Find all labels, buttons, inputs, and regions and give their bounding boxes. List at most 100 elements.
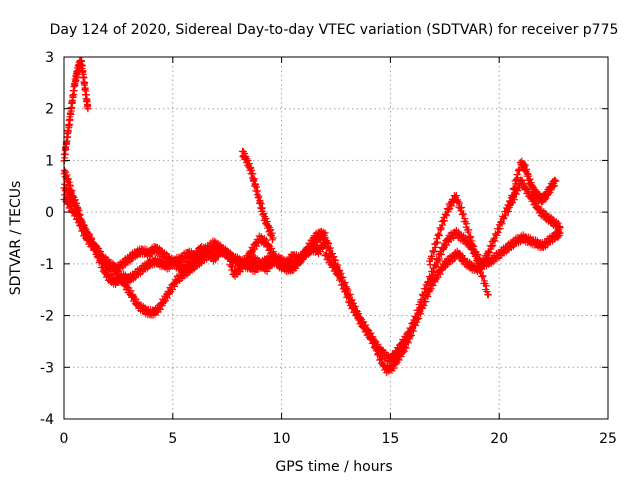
data-point — [477, 265, 485, 273]
data-point — [436, 270, 444, 278]
data-points — [60, 57, 564, 377]
data-point — [63, 171, 71, 179]
series-5 — [238, 147, 277, 244]
data-point — [327, 244, 335, 252]
data-point — [416, 304, 424, 312]
data-point — [409, 324, 417, 332]
data-point — [535, 202, 543, 210]
data-point — [95, 247, 103, 255]
data-point — [345, 294, 353, 302]
data-point — [390, 364, 398, 372]
data-point — [457, 253, 465, 261]
data-point — [441, 217, 449, 225]
data-point — [328, 257, 336, 265]
series-7 — [504, 157, 560, 215]
data-point — [424, 278, 432, 286]
data-point — [526, 175, 534, 183]
data-point — [552, 177, 560, 185]
data-point — [211, 256, 219, 264]
y-tick-label: 0 — [45, 205, 54, 221]
data-point — [90, 240, 98, 248]
data-point — [461, 215, 469, 223]
data-point — [507, 201, 515, 209]
data-point — [297, 258, 305, 266]
y-tick-label: 1 — [45, 153, 54, 169]
data-point — [428, 255, 436, 263]
data-point — [467, 233, 475, 241]
data-point — [412, 313, 420, 321]
data-point — [260, 209, 268, 217]
data-point — [405, 331, 413, 339]
y-tick-label: -1 — [40, 257, 54, 273]
y-tick-label: -3 — [40, 360, 54, 376]
data-point — [423, 285, 431, 293]
data-point — [498, 220, 506, 228]
data-point — [437, 224, 445, 232]
data-point — [127, 287, 135, 295]
data-point — [479, 272, 487, 280]
data-point — [508, 191, 516, 199]
data-point — [114, 267, 122, 275]
data-point — [521, 161, 529, 169]
data-point — [250, 175, 258, 183]
data-point — [334, 271, 342, 279]
data-point — [263, 218, 271, 226]
data-point — [400, 338, 408, 346]
data-point — [431, 243, 439, 251]
data-point — [245, 254, 253, 262]
data-point — [227, 262, 235, 270]
data-point — [228, 263, 236, 271]
data-point — [64, 175, 72, 183]
data-point — [435, 232, 443, 240]
x-tick-label: 0 — [60, 431, 69, 447]
data-point — [323, 238, 331, 246]
data-point — [473, 255, 481, 263]
x-tick-label: 10 — [273, 431, 291, 447]
data-point — [414, 309, 422, 317]
data-point — [556, 224, 564, 232]
data-point — [304, 246, 312, 254]
data-point — [429, 248, 437, 256]
data-point — [82, 91, 90, 99]
data-point — [402, 344, 410, 352]
data-point — [347, 298, 355, 306]
data-point — [258, 204, 266, 212]
series-6 — [426, 192, 492, 299]
data-point — [268, 229, 276, 237]
data-point — [425, 280, 433, 288]
data-point — [452, 192, 460, 200]
data-point — [523, 165, 531, 173]
data-point — [255, 192, 263, 200]
data-point — [66, 116, 74, 124]
data-point — [413, 314, 421, 322]
data-point — [270, 248, 278, 256]
data-point — [494, 228, 502, 236]
y-tick-label: 2 — [45, 102, 54, 118]
data-point — [489, 242, 497, 250]
data-point — [241, 149, 249, 157]
data-point — [354, 310, 362, 318]
data-point — [524, 170, 532, 178]
data-point — [418, 298, 426, 306]
data-point — [474, 256, 482, 264]
data-point — [67, 182, 75, 190]
data-point — [472, 249, 480, 257]
data-point — [84, 105, 92, 113]
data-point — [158, 302, 166, 310]
data-point — [432, 262, 440, 270]
data-point — [444, 206, 452, 214]
data-point — [424, 293, 432, 301]
data-point — [426, 261, 434, 269]
chart-title: Day 124 of 2020, Sidereal Day-to-day VTE… — [50, 22, 619, 38]
data-point — [253, 242, 261, 250]
y-axis-label: SDTVAR / TECUs — [8, 181, 24, 296]
data-point — [319, 230, 327, 238]
data-point — [163, 294, 171, 302]
data-point — [81, 224, 89, 232]
data-point — [482, 282, 490, 290]
data-point — [463, 220, 471, 228]
data-point — [407, 325, 415, 333]
data-point — [433, 238, 441, 246]
data-point — [434, 256, 442, 264]
